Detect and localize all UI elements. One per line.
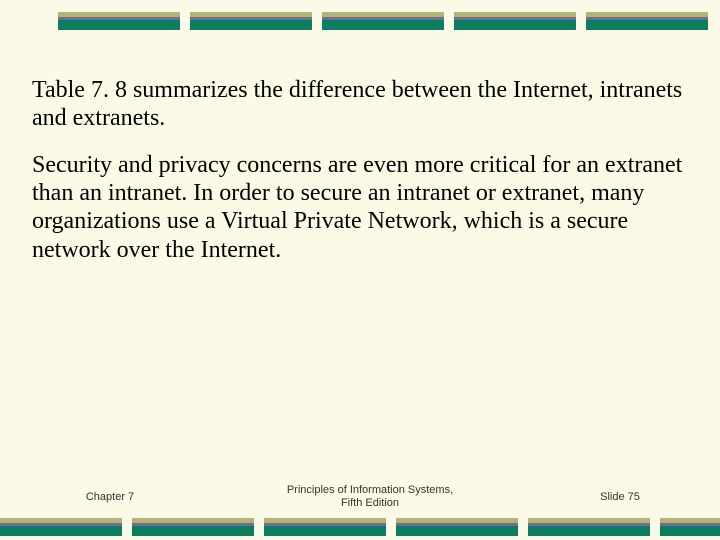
footer-book-title: Principles of Information Systems, Fifth… (220, 484, 520, 510)
footer-chapter: Chapter 7 (0, 491, 220, 503)
decor-segment (660, 518, 720, 536)
decor-segment (586, 12, 708, 30)
slide-footer: Chapter 7 Principles of Information Syst… (0, 484, 720, 510)
decor-bar-bottom (0, 518, 720, 536)
decor-segment (322, 12, 444, 30)
slide-body: Table 7. 8 summarizes the difference bet… (32, 76, 688, 282)
decor-segment (396, 518, 518, 536)
body-paragraph: Security and privacy concerns are even m… (32, 151, 688, 264)
decor-segment (454, 12, 576, 30)
decor-segment (264, 518, 386, 536)
decor-segment (0, 518, 122, 536)
footer-book-line2: Fifth Edition (341, 497, 399, 509)
body-paragraph: Table 7. 8 summarizes the difference bet… (32, 76, 688, 133)
decor-segment (132, 518, 254, 536)
decor-segment (528, 518, 650, 536)
decor-segment (58, 12, 180, 30)
footer-slide-number: Slide 75 (520, 491, 720, 503)
decor-segment (190, 12, 312, 30)
footer-book-line1: Principles of Information Systems, (287, 484, 453, 496)
decor-bar-top (0, 12, 708, 30)
